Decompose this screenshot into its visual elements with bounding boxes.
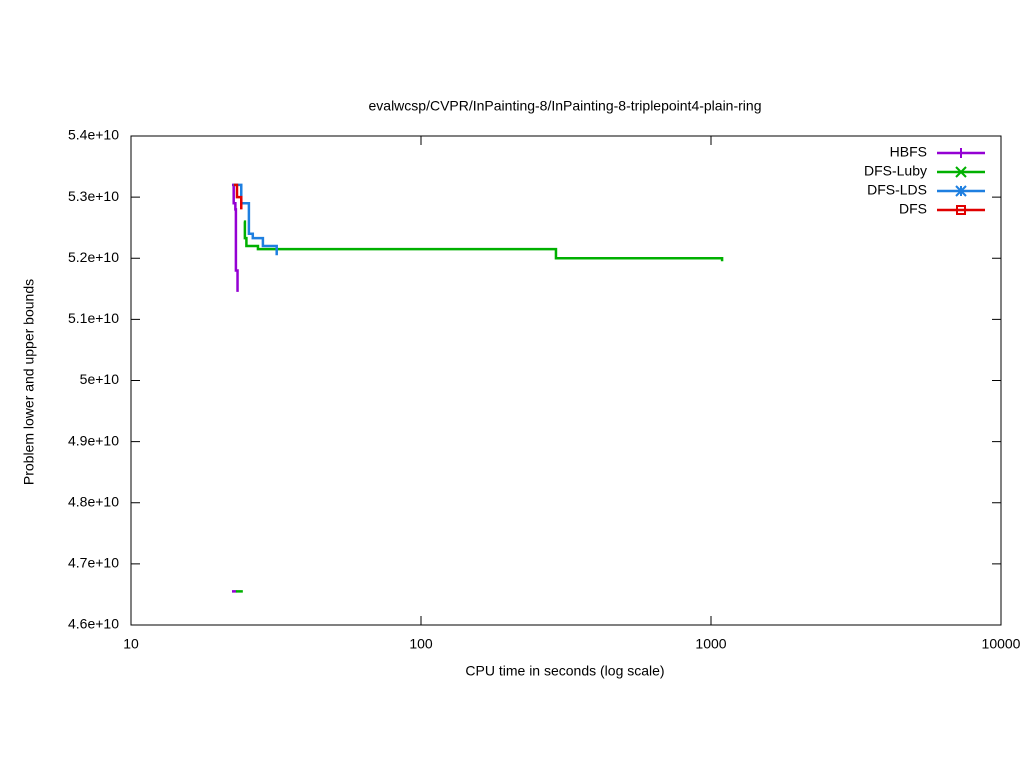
legend-label: DFS-Luby xyxy=(864,163,927,179)
x-tick-label: 10000 xyxy=(982,636,1021,652)
series-line xyxy=(232,183,239,292)
y-tick-label: 5.3e+10 xyxy=(68,188,119,204)
x-tick-label: 100 xyxy=(409,636,433,652)
legend-label: DFS-LDS xyxy=(867,182,927,198)
y-tick-label: 4.7e+10 xyxy=(68,555,119,571)
y-tick-label: 4.9e+10 xyxy=(68,432,119,448)
legend-label: HBFS xyxy=(890,144,927,160)
y-tick-label: 4.6e+10 xyxy=(68,616,119,632)
y-tick-label: 5e+10 xyxy=(80,371,120,387)
plot-frame xyxy=(130,135,1002,626)
y-tick-label: 4.8e+10 xyxy=(68,493,119,509)
y-tick-label: 5.1e+10 xyxy=(68,310,119,326)
y-tick-label: 5.4e+10 xyxy=(68,127,119,143)
x-tick-label: 10 xyxy=(123,636,139,652)
legend-marker xyxy=(955,185,967,197)
series-line xyxy=(243,220,724,262)
y-tick-label: 5.2e+10 xyxy=(68,249,119,265)
x-tick-label: 1000 xyxy=(695,636,726,652)
x-axis-label: CPU time in seconds (log scale) xyxy=(465,663,664,679)
legend-label: DFS xyxy=(899,201,927,217)
legend-marker xyxy=(955,166,967,178)
series-line xyxy=(233,183,278,256)
series-line xyxy=(233,183,243,210)
chart-title: evalwcsp/CVPR/InPainting-8/InPainting-8-… xyxy=(369,98,762,114)
y-axis-label: Problem lower and upper bounds xyxy=(21,279,37,485)
legend-marker xyxy=(956,205,966,215)
